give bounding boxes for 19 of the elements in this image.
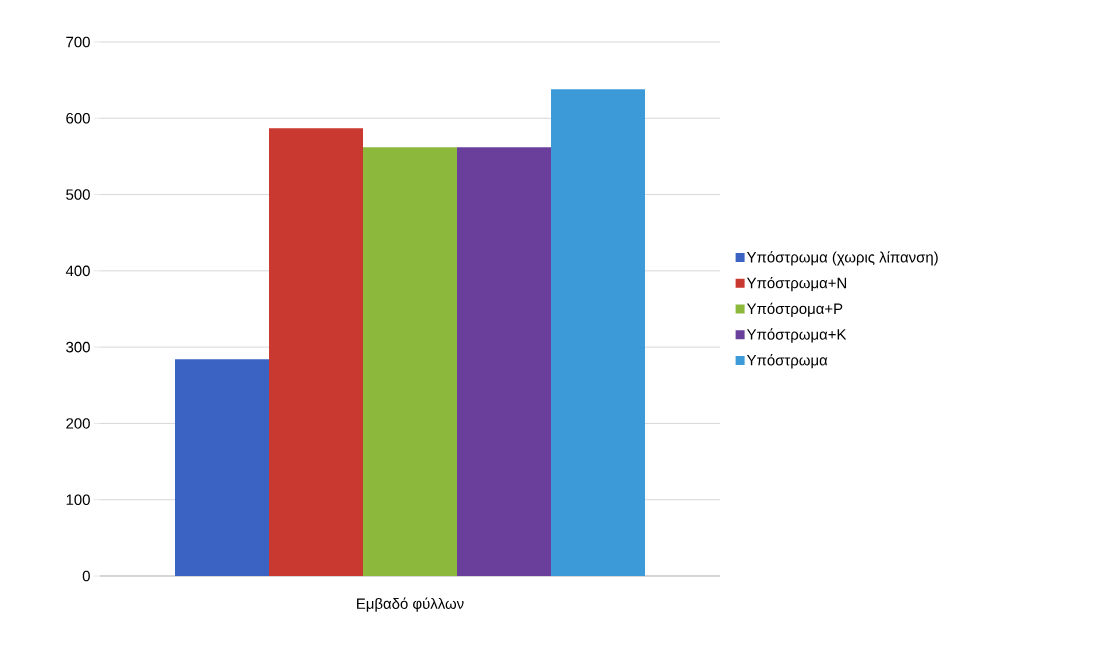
x-tick-label: Εμβαδό φύλλων xyxy=(357,597,464,612)
y-tick-label: 600 xyxy=(66,112,90,124)
bar xyxy=(363,147,458,576)
y-tick-label: 300 xyxy=(66,341,90,353)
legend-label: Υπόστρωμα+N xyxy=(746,276,847,292)
bar xyxy=(175,359,269,576)
y-tick-label: 400 xyxy=(65,265,90,277)
legend-label: Υπόστρομα+P xyxy=(746,302,843,317)
y-tick-label: 700 xyxy=(66,36,90,48)
bar xyxy=(457,147,552,576)
legend-label: Υπόστρωμα xyxy=(746,354,828,369)
legend-label: Υπόστρωμα (χωρις λίπανση) xyxy=(746,251,938,266)
y-tick-label: 200 xyxy=(66,418,90,429)
bar xyxy=(551,89,646,576)
y-tick-label: 0 xyxy=(82,570,90,582)
y-tick-label: 500 xyxy=(66,189,90,200)
y-tick-label: 100 xyxy=(66,494,90,505)
legend-label: Υπόστρωμα+K xyxy=(746,328,847,343)
bar xyxy=(269,128,363,576)
